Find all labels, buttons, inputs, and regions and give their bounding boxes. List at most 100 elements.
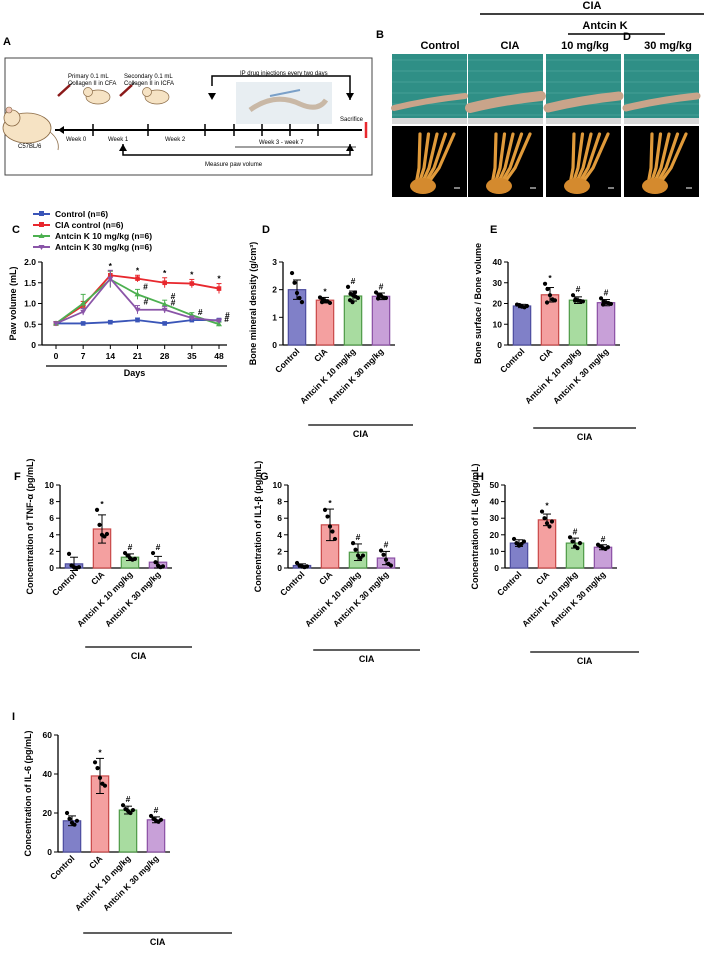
y-tick-label: 30 xyxy=(490,513,500,523)
x-tick-label: Antcin K 30 mg/kg xyxy=(548,569,608,629)
y-tick-label: 2 xyxy=(277,546,282,556)
data-point xyxy=(134,307,141,313)
significance-star: * xyxy=(217,274,221,284)
ip-bracket xyxy=(211,75,351,100)
data-point xyxy=(327,524,333,529)
significance-hash: # xyxy=(171,291,176,301)
data-point xyxy=(132,556,138,561)
y-tick-label: 10 xyxy=(273,480,283,490)
data-point xyxy=(539,509,545,514)
significance-star: * xyxy=(163,268,167,278)
data-point xyxy=(94,507,100,512)
data-point xyxy=(570,293,576,298)
y-tick-label: 50 xyxy=(490,480,500,490)
data-point xyxy=(608,301,614,307)
data-point xyxy=(345,284,351,289)
panel-label-h: H xyxy=(476,471,484,483)
x-tick-label: Control xyxy=(48,853,76,881)
y-tick-label: 0 xyxy=(497,340,502,350)
y-tick-label: 0 xyxy=(47,847,52,857)
data-point xyxy=(135,317,140,323)
data-point xyxy=(577,541,583,546)
significance-hash: # xyxy=(224,314,229,324)
significance-star: * xyxy=(136,265,140,275)
il8-chart: 0 10 20 30 40 50 Concentration of IL-8 (pg/mL)… xyxy=(470,464,639,666)
col-label-30mg: 30 mg/kg xyxy=(644,40,692,52)
x-tick-label: 14 xyxy=(106,351,116,361)
data-point xyxy=(355,295,361,301)
y-axis-title: Bone mineral density (g/cm³) xyxy=(248,242,258,366)
data-point xyxy=(72,822,77,827)
data-point xyxy=(605,545,611,550)
y-axis-title: Concentration of IL1-β (pg/mL) xyxy=(253,461,263,592)
y-tick-label: 1.5 xyxy=(24,278,36,288)
data-point xyxy=(189,281,195,286)
data-point xyxy=(600,302,606,307)
bar xyxy=(118,809,138,853)
col-label-10mg: 10 mg/kg xyxy=(561,40,609,52)
legend-label-10mg: Antcin K 10 mg/kg (n=6) xyxy=(55,231,152,241)
data-point xyxy=(102,783,108,788)
data-point xyxy=(53,321,59,327)
significance-hash: # xyxy=(198,307,203,317)
bmd-chart: 0 1 2 3 Bone mineral density (g/cm³) Control *… xyxy=(248,242,413,439)
data-point xyxy=(549,519,555,524)
data-point xyxy=(547,293,553,298)
y-tick-label: 40 xyxy=(43,769,53,779)
data-point xyxy=(130,807,136,813)
y-tick-label: 3 xyxy=(272,257,277,267)
cia-bracket-label: CIA xyxy=(131,651,147,661)
data-point xyxy=(352,290,358,295)
data-point xyxy=(216,318,222,324)
data-point xyxy=(161,307,168,313)
data-point xyxy=(134,291,141,297)
x-tick-label: Control xyxy=(498,346,526,374)
x-tick-label: Control xyxy=(278,569,306,597)
data-point xyxy=(95,766,100,771)
legend-label-control: Control (n=6) xyxy=(55,209,108,219)
bar xyxy=(512,305,532,346)
week-1-label: Week 1 xyxy=(108,137,129,143)
measure-label: Measure paw volume xyxy=(205,162,263,168)
bone-carpal xyxy=(564,178,590,194)
y-axis-title: Concentration of IL-6 (pg/mL) xyxy=(23,731,33,857)
x-tick-label: Antcin K 30 mg/kg xyxy=(551,346,611,406)
y-tick-label: 20 xyxy=(490,530,500,540)
y-tick-label: 10 xyxy=(490,546,500,556)
y-tick-label: 6 xyxy=(277,513,282,523)
data-point xyxy=(378,548,384,553)
sacrifice-label: Sacrifice xyxy=(340,117,364,123)
bone-carpal xyxy=(486,178,512,194)
significance-mark: # xyxy=(384,540,389,550)
data-point xyxy=(330,529,335,534)
y-tick-label: 0 xyxy=(31,340,36,350)
data-point xyxy=(80,309,87,315)
x-tick-label: Antcin K 30 mg/kg xyxy=(101,853,161,913)
data-point xyxy=(92,760,98,765)
data-point xyxy=(322,507,328,512)
cia-bracket-label: CIA xyxy=(359,654,375,664)
data-point xyxy=(327,300,333,306)
ruler xyxy=(468,118,543,124)
bar xyxy=(146,819,166,853)
y-tick-label: 8 xyxy=(277,497,282,507)
ruler xyxy=(624,118,699,124)
data-point xyxy=(353,547,358,552)
il6-chart: 0 20 40 60 Concentration of IL-6 (pg/mL) Cont… xyxy=(23,730,232,947)
paw-shape xyxy=(622,92,701,112)
legend-marker-30mg xyxy=(38,245,45,250)
y-tick-label: 40 xyxy=(493,257,503,267)
x-tick-label: Control xyxy=(273,346,301,374)
strain-label: C57BL/6 xyxy=(18,144,42,150)
stray-panel-letter: D xyxy=(623,31,631,43)
data-point xyxy=(64,810,70,816)
legend-marker-cia xyxy=(39,222,44,227)
bone-carpal xyxy=(642,178,668,194)
secondary-label-2: Collagen II in ICFA xyxy=(124,81,174,87)
x-tick-label: 0 xyxy=(54,351,59,361)
significance-mark: # xyxy=(379,281,384,291)
bar xyxy=(537,519,557,569)
data-point xyxy=(216,286,222,291)
